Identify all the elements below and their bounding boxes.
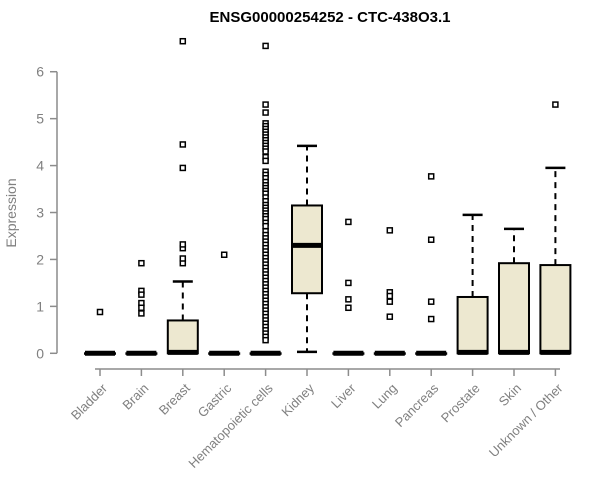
outlier-point: [262, 109, 269, 116]
box-group-pancreas: [415, 173, 448, 356]
box-group-brain: [125, 259, 158, 356]
box-group-lung: [373, 227, 406, 356]
outlier-point: [262, 157, 269, 165]
outlier-point: [262, 101, 269, 108]
x-tick-label-prostate: Prostate: [438, 381, 483, 426]
y-tick-label: 4: [36, 158, 44, 174]
outlier-point: [262, 42, 269, 50]
outlier-point: [262, 222, 269, 230]
outlier-point: [345, 218, 352, 226]
y-tick-label: 1: [36, 298, 44, 314]
box-group-unknown-other: [539, 101, 572, 355]
box: [291, 204, 323, 295]
box-group-prostate: [456, 213, 489, 355]
y-tick-label: 3: [36, 205, 44, 221]
y-tick-label: 0: [36, 345, 44, 361]
outlier-point: [179, 164, 187, 172]
outlier-point: [386, 313, 394, 320]
x-tick-label-breast: Breast: [156, 380, 193, 417]
outlier-point: [220, 251, 228, 258]
outlier-point: [138, 291, 145, 298]
y-tick-label: 6: [36, 64, 44, 80]
outlier-point: [262, 336, 269, 344]
x-tick-label-gastric: Gastric: [195, 380, 235, 420]
outlier-point: [262, 148, 269, 155]
box: [498, 262, 530, 355]
outlier-point: [179, 141, 187, 148]
x-tick-label-bladder: Bladder: [68, 380, 111, 423]
chart-title: ENSG00000254252 - CTC-438O3.1: [210, 9, 451, 26]
outlier-point: [179, 37, 187, 45]
outlier-point: [96, 308, 104, 316]
outlier-point: [179, 255, 187, 262]
box: [456, 295, 489, 355]
outlier-point: [386, 292, 394, 300]
outlier-point: [138, 310, 145, 317]
outlier-point: [345, 304, 352, 312]
outlier-point: [179, 241, 187, 248]
box-group-bladder: [84, 308, 116, 356]
x-tick-label-skin: Skin: [496, 381, 524, 409]
outlier-point: [386, 298, 394, 305]
outlier-point: [386, 227, 394, 234]
box-group-gastric: [208, 251, 241, 356]
box-group-breast: [166, 37, 199, 355]
y-axis-label: Expression: [3, 178, 19, 247]
outlier-point: [138, 304, 145, 312]
x-tick-label-liver: Liver: [328, 380, 359, 411]
outlier-point: [427, 173, 435, 180]
outlier-point: [427, 236, 435, 243]
box-group-hematopoietic-cells: [249, 42, 282, 356]
outlier-point: [345, 279, 352, 287]
x-tick-label-pancreas: Pancreas: [392, 380, 442, 430]
outlier-point: [427, 298, 435, 305]
box: [539, 264, 572, 355]
box: [166, 319, 199, 355]
outlier-point: [427, 315, 435, 323]
y-tick-label: 5: [36, 111, 44, 127]
box-group-skin: [498, 227, 530, 355]
x-tick-label-kidney: Kidney: [278, 380, 317, 419]
y-tick-label: 2: [36, 251, 44, 267]
x-tick-label-brain: Brain: [119, 381, 151, 413]
outlier-point: [345, 296, 352, 303]
outlier-point: [552, 101, 559, 108]
box-group-kidney: [291, 144, 323, 354]
box-group-liver: [332, 218, 365, 356]
x-tick-label-unknown-other: Unknown / Other: [486, 380, 566, 460]
plot-area: [84, 37, 572, 356]
x-tick-label-lung: Lung: [369, 381, 400, 412]
outlier-point: [138, 259, 145, 267]
